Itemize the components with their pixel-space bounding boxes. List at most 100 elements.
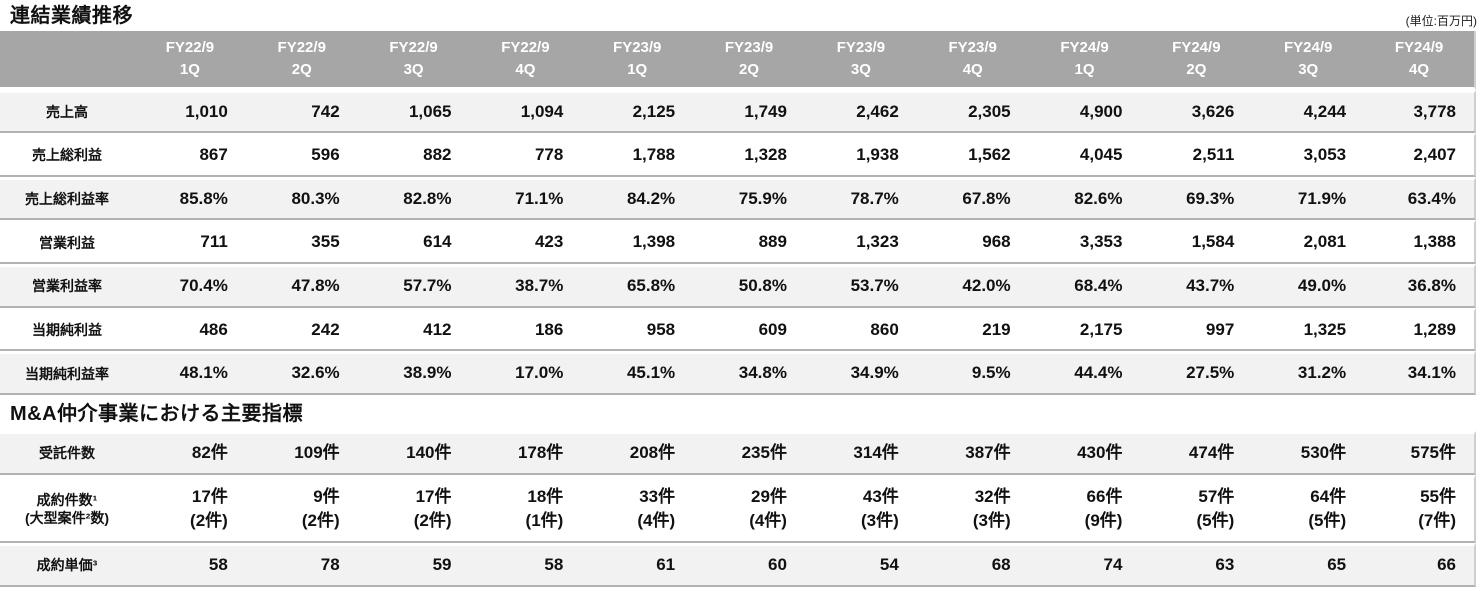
data-cell: 57.7% <box>357 264 470 308</box>
table-row: 売上高 1,010 742 1,065 1,094 2,125 1,749 2,462 2,30… <box>0 89 1476 134</box>
data-cell: 486 <box>134 307 246 352</box>
data-cell: 63 <box>1140 542 1253 587</box>
data-cell: 63.4% <box>1364 176 1476 221</box>
data-cell: 1,788 <box>581 133 694 177</box>
unit-note: (単位:百万円) <box>1405 13 1477 28</box>
data-cell: 78 <box>245 542 358 587</box>
data-cell: 70.4% <box>134 264 246 308</box>
data-cell: 17.0% <box>469 351 582 395</box>
column-header: FY22/9 1Q <box>134 31 246 90</box>
data-cell: 49.0% <box>1252 264 1365 308</box>
data-cell: 18件 (1件) <box>469 474 582 543</box>
data-cell: 1,562 <box>916 133 1029 177</box>
data-cell: 36.8% <box>1364 264 1476 308</box>
data-cell: 596 <box>245 133 358 177</box>
data-cell: 1,323 <box>804 220 917 265</box>
data-cell: 69.3% <box>1140 176 1253 221</box>
data-cell: 61 <box>581 542 694 587</box>
data-cell: 80.3% <box>245 176 358 221</box>
data-cell: 430件 <box>1028 430 1141 475</box>
data-cell: 67.8% <box>916 176 1029 221</box>
data-cell: 2,081 <box>1252 220 1365 265</box>
data-cell: 1,328 <box>693 133 805 177</box>
data-cell: 882 <box>357 133 470 177</box>
data-cell: 314件 <box>804 430 917 475</box>
row-label: 売上高 <box>0 89 134 134</box>
data-cell: 530件 <box>1252 430 1365 475</box>
row-label: 営業利益 <box>0 220 134 265</box>
data-cell: 1,584 <box>1140 220 1253 265</box>
data-cell: 109件 <box>245 430 358 475</box>
data-cell: 2,175 <box>1028 307 1141 352</box>
data-cell: 84.2% <box>581 176 694 221</box>
data-cell: 1,094 <box>469 89 582 134</box>
data-cell: 2,305 <box>916 89 1029 134</box>
data-cell: 867 <box>134 133 246 177</box>
data-cell: 140件 <box>357 430 470 475</box>
data-cell: 27.5% <box>1140 351 1253 395</box>
data-cell: 4,045 <box>1028 133 1141 177</box>
table-header-row: FY22/9 1Q FY22/9 2Q FY22/9 3Q FY22/9 4Q FY23… <box>0 31 1476 90</box>
table-row: 成約単価³ 58 78 59 58 61 60 54 68 74 63 65 66 <box>0 542 1476 587</box>
data-cell: 31.2% <box>1252 351 1365 395</box>
column-header: FY24/9 4Q <box>1364 31 1476 90</box>
data-cell: 575件 <box>1364 430 1476 475</box>
data-cell: 64件 (5件) <box>1252 474 1365 543</box>
data-cell: 1,749 <box>693 89 805 134</box>
data-cell: 29件 (4件) <box>693 474 805 543</box>
column-header: FY24/9 3Q <box>1252 31 1365 90</box>
data-cell: 78.7% <box>804 176 917 221</box>
data-cell: 2,407 <box>1364 133 1476 177</box>
data-cell: 32件 (3件) <box>916 474 1029 543</box>
data-cell: 2,125 <box>581 89 694 134</box>
row-label: 成約単価³ <box>0 542 134 587</box>
row-label: 営業利益率 <box>0 264 134 308</box>
data-cell: 997 <box>1140 307 1253 352</box>
data-cell: 43件 (3件) <box>804 474 917 543</box>
column-header: FY24/9 1Q <box>1028 31 1141 90</box>
data-cell: 68.4% <box>1028 264 1141 308</box>
data-cell: 474件 <box>1140 430 1253 475</box>
corner-cell <box>0 31 134 90</box>
row-label: 受託件数 <box>0 430 134 475</box>
section-title: M&A仲介事業における主要指標 <box>10 402 304 425</box>
data-cell: 1,388 <box>1364 220 1476 265</box>
data-cell: 3,053 <box>1252 133 1365 177</box>
column-header: FY22/9 3Q <box>357 31 470 90</box>
data-cell: 53.7% <box>804 264 917 308</box>
data-cell: 1,010 <box>134 89 246 134</box>
data-cell: 82.8% <box>357 176 470 221</box>
data-cell: 38.7% <box>469 264 582 308</box>
data-cell: 66件 (9件) <box>1028 474 1141 543</box>
table-row: 営業利益率 70.4% 47.8% 57.7% 38.7% 65.8% 50.8% 53.7%… <box>0 264 1476 308</box>
data-cell: 1,325 <box>1252 307 1365 352</box>
column-header: FY22/9 4Q <box>469 31 582 90</box>
column-header: FY24/9 2Q <box>1140 31 1253 90</box>
data-cell: 778 <box>469 133 582 177</box>
column-header: FY23/9 4Q <box>916 31 1029 90</box>
data-cell: 82.6% <box>1028 176 1141 221</box>
column-header: FY22/9 2Q <box>245 31 358 90</box>
table-row: 受託件数 82件 109件 140件 178件 208件 235件 314件 387件 430件 4… <box>0 430 1476 475</box>
data-cell: 609 <box>693 307 805 352</box>
column-header: FY23/9 3Q <box>804 31 917 90</box>
data-cell: 17件 (2件) <box>357 474 470 543</box>
data-cell: 50.8% <box>693 264 805 308</box>
data-cell: 66 <box>1364 542 1476 587</box>
data-cell: 32.6% <box>245 351 358 395</box>
table-row: 売上総利益率 85.8% 80.3% 82.8% 71.1% 84.2% 75.9% 78.7… <box>0 176 1476 221</box>
data-cell: 1,398 <box>581 220 694 265</box>
data-cell: 242 <box>245 307 358 352</box>
data-cell: 208件 <box>581 430 694 475</box>
data-cell: 47.8% <box>245 264 358 308</box>
data-cell: 4,244 <box>1252 89 1365 134</box>
page-title: 連結業績推移 <box>10 5 133 27</box>
data-cell: 48.1% <box>134 351 246 395</box>
data-cell: 42.0% <box>916 264 1029 308</box>
data-cell: 74 <box>1028 542 1141 587</box>
data-cell: 178件 <box>469 430 582 475</box>
data-cell: 57件 (5件) <box>1140 474 1253 543</box>
data-cell: 614 <box>357 220 470 265</box>
row-label: 成約件数¹ (大型案件²数) <box>0 474 134 543</box>
consolidated-results-table: FY22/9 1Q FY22/9 2Q FY22/9 3Q FY22/9 4Q FY23… <box>0 31 1476 395</box>
